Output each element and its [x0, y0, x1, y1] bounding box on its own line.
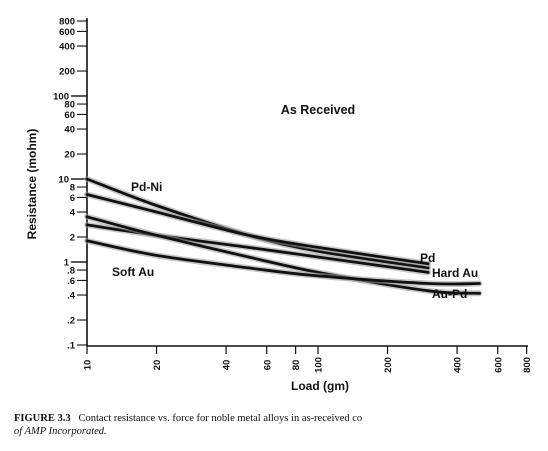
x-axis-title: Load (gm) [291, 379, 349, 393]
caption-text: Contact resistance vs. force for noble m… [78, 413, 363, 424]
x-tick-label: 20 [152, 360, 163, 371]
y-tick-label: 8 [70, 183, 75, 194]
figure-caption: FIGURE 3.3 Contact resistance vs. force … [14, 412, 542, 438]
x-tick-label: 100 [314, 357, 325, 373]
x-tick-label: 60 [262, 360, 273, 371]
series-label-pd: Pd [420, 251, 435, 265]
figure-number: FIGURE 3.3 [14, 413, 71, 424]
x-tick-label: 600 [493, 357, 504, 373]
y-tick-label: 1 [64, 258, 70, 269]
y-tick-label: 60 [64, 110, 75, 121]
y-tick-label: .1 [67, 341, 76, 352]
y-tick-label: 100 [53, 92, 69, 103]
y-tick-label: 200 [59, 67, 75, 78]
series-label-au-pd: Au-Pd [432, 287, 467, 301]
y-tick-label: 800 [59, 17, 75, 28]
y-tick-label: 4 [70, 208, 76, 219]
series-label-hard-au: Hard Au [432, 266, 478, 280]
annotation-as-received: As Received [281, 103, 355, 117]
y-tick-label: 40 [64, 125, 75, 136]
y-tick-label: .2 [67, 316, 75, 327]
y-tick-label: 20 [64, 150, 75, 161]
series-line-pd [85, 193, 430, 266]
y-tick-label: .8 [67, 266, 75, 277]
y-tick-label: 600 [59, 27, 75, 38]
series-label-pd-ni: Pd-Ni [131, 180, 162, 194]
x-tick-label: 400 [453, 357, 464, 373]
caption-continuation: of AMP Incorporated. [14, 426, 107, 437]
y-tick-label: 10 [58, 175, 69, 186]
x-tick-label: 40 [222, 360, 233, 371]
x-tick-label: 800 [522, 357, 533, 373]
x-tick-label: 200 [383, 357, 394, 373]
series-line-soft-au [85, 239, 481, 286]
y-tick-label: 80 [64, 100, 75, 111]
y-tick-label: 2 [70, 233, 75, 244]
y-tick-label: .4 [67, 291, 76, 302]
y-tick-label: .6 [67, 276, 75, 287]
resistance-load-chart: 800600400200100806040201086421.8.6.4.2.1… [25, 17, 533, 393]
y-tick-label: 6 [70, 193, 75, 204]
series-line-au-pd [85, 215, 481, 295]
y-axis-title: Resistance (mohm) [25, 129, 39, 240]
x-tick-label: 80 [291, 360, 302, 371]
series-layer [84, 176, 483, 297]
axis-ticks: 800600400200100806040201086421.8.6.4.2.1… [53, 17, 533, 373]
series-label-soft-au: Soft Au [112, 265, 154, 279]
x-tick-label: 10 [83, 360, 94, 371]
y-tick-label: 400 [59, 42, 75, 53]
